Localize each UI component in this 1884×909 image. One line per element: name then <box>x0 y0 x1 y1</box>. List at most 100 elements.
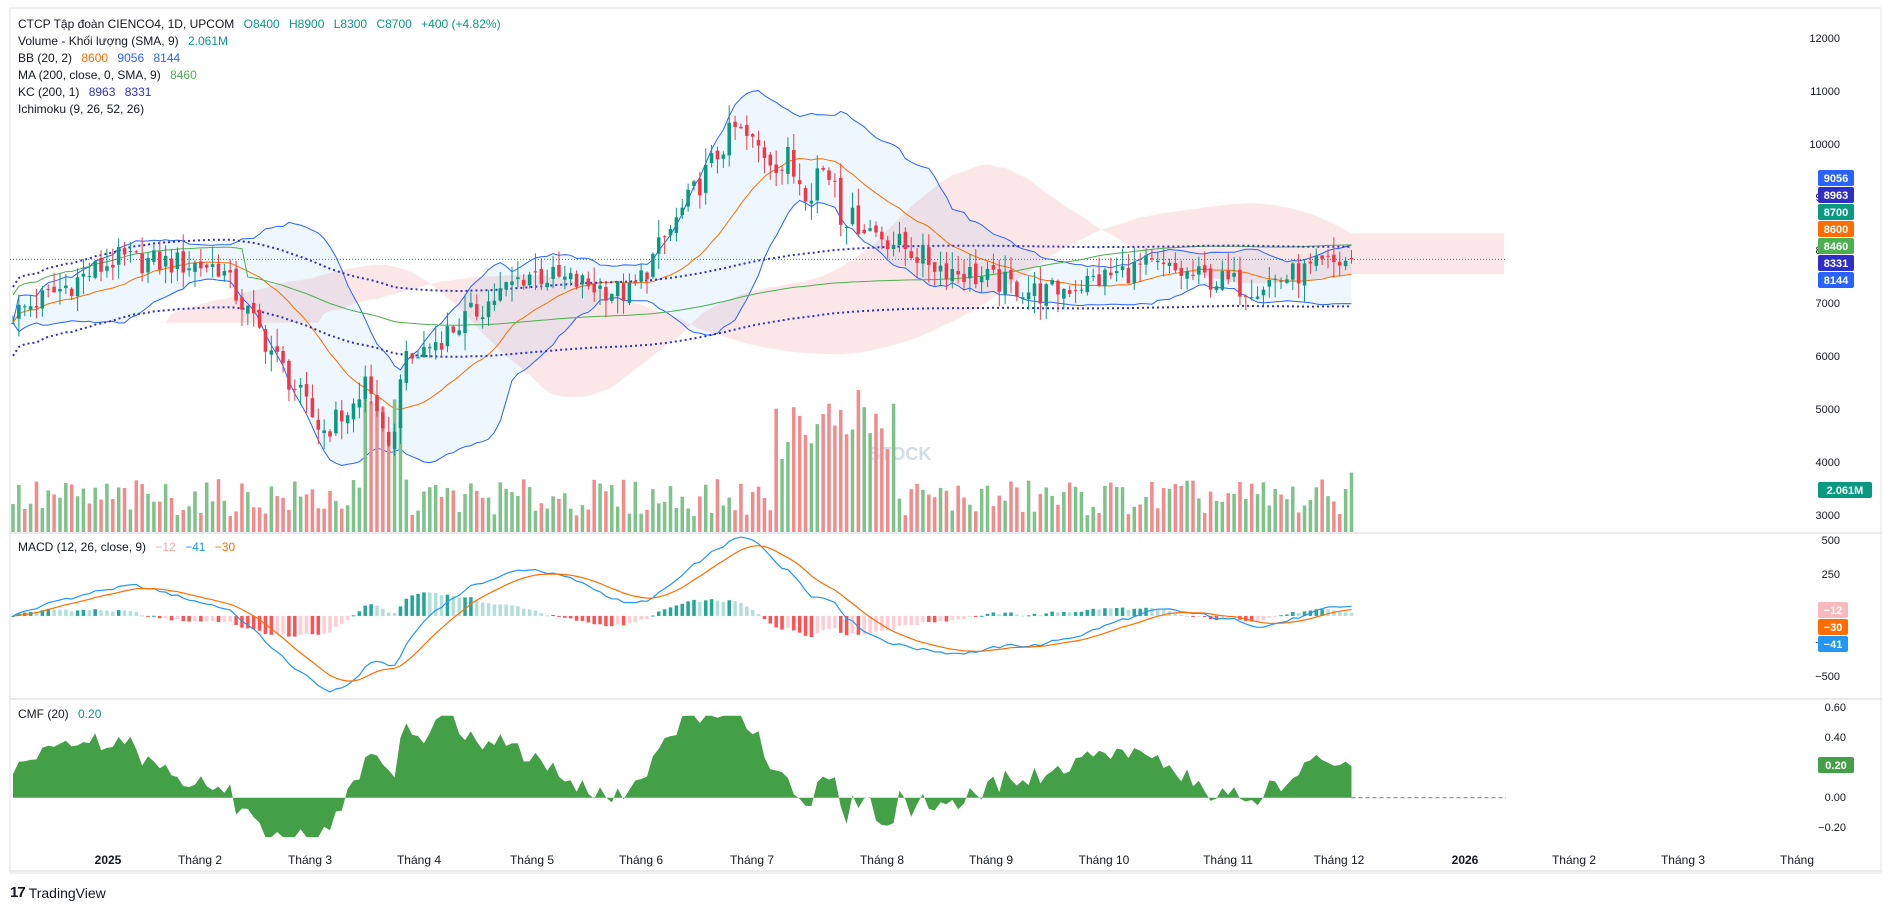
candle-body <box>1132 262 1137 284</box>
x-axis-label: Tháng 12 <box>1314 853 1365 867</box>
volume-bar <box>328 490 332 532</box>
candle-body <box>1232 273 1236 277</box>
cmf-axis-label: −0.20 <box>1818 822 1846 834</box>
volume-bar <box>375 400 379 532</box>
x-axis-label: Tháng 11 <box>1203 853 1253 867</box>
macd-histogram-bar <box>339 615 344 624</box>
candle-body <box>985 268 990 281</box>
volume-bar <box>263 513 268 532</box>
macd-histogram-bar <box>1150 608 1154 616</box>
volume-bar <box>668 486 673 532</box>
macd-histogram-bar <box>422 592 426 616</box>
candle-body <box>563 276 567 280</box>
tradingview-logo[interactable]: 17 TradingView <box>10 884 106 901</box>
volume-bar <box>146 493 150 532</box>
bb-fill <box>13 90 1352 466</box>
macd-histogram-bar <box>962 615 966 620</box>
volume-label[interactable]: Volume - Khối lượng (SMA, 9) <box>18 34 179 48</box>
volume-bar <box>22 508 27 532</box>
volume-legend: Volume - Khối lượng (SMA, 9) 2.061M <box>18 33 234 50</box>
macd-histogram-bar <box>1103 608 1107 616</box>
macd-histogram-bar <box>1109 608 1113 616</box>
price-badge <box>1818 255 1854 271</box>
volume-bar <box>750 492 755 532</box>
volume-bar <box>1285 499 1289 532</box>
macd-histogram-bar <box>1156 608 1160 616</box>
candle-body <box>932 262 937 272</box>
volume-bar <box>486 497 491 532</box>
macd-histogram-bar <box>551 615 555 617</box>
volume-bar <box>715 479 720 532</box>
macd-histogram-bar <box>703 600 708 616</box>
macd-histogram-bar <box>439 595 444 616</box>
ma-label[interactable]: MA (200, close, 0, SMA, 9) <box>18 68 161 82</box>
kc-lower-line <box>12 304 1352 358</box>
candle-body <box>257 309 262 328</box>
macd-label[interactable]: MACD (12, 26, close, 9) <box>18 540 147 554</box>
candle-body <box>968 266 972 279</box>
volume-bar <box>891 403 896 532</box>
volume-bar <box>1208 491 1213 532</box>
candle-body <box>657 237 661 254</box>
change-value: +400 (+4.82%) <box>421 17 501 31</box>
macd-histogram-bar <box>1249 615 1254 622</box>
kc-label[interactable]: KC (200, 1) <box>18 85 80 99</box>
candle-body <box>240 297 244 310</box>
volume-bar <box>903 515 908 532</box>
volume-bar <box>404 479 409 532</box>
candle-body <box>551 266 555 279</box>
candle-body <box>1191 274 1195 276</box>
macd-histogram-bar <box>715 600 720 616</box>
macd-histogram-bar <box>657 611 661 616</box>
symbol-title[interactable]: CTCP Tập đoàn CIENCO4, 1D, UPCOM <box>18 17 235 31</box>
macd-histogram-bar <box>1020 615 1025 617</box>
ichimoku-label[interactable]: Ichimoku (9, 26, 52, 26) <box>18 102 145 116</box>
candle-body <box>169 258 174 273</box>
price-badge <box>1818 187 1854 203</box>
volume-bar <box>850 429 855 532</box>
candle-body <box>146 257 150 273</box>
candle-body <box>375 394 379 412</box>
volume-bar <box>140 484 144 532</box>
macd-histogram-bar <box>52 609 56 616</box>
candle-body <box>181 251 186 273</box>
candle-body <box>709 153 714 164</box>
candle-body <box>228 270 232 273</box>
candle-body <box>1114 271 1119 274</box>
ma-legend: MA (200, close, 0, SMA, 9) 8460 <box>18 67 203 84</box>
volume-bar <box>686 508 690 532</box>
bb-label[interactable]: BB (20, 2) <box>18 51 73 65</box>
candle-body <box>1238 269 1242 297</box>
macd-histogram-bar <box>727 600 731 616</box>
candle-body <box>310 398 315 418</box>
volume-bar <box>521 479 526 532</box>
volume-bar <box>592 479 596 532</box>
candle-body <box>510 281 514 286</box>
candle-body <box>991 265 996 270</box>
volume-bar <box>445 487 450 532</box>
macd-histogram-bar <box>146 615 150 617</box>
price-badge-label: 8600 <box>1824 224 1848 236</box>
macd-histogram-bar <box>234 615 238 625</box>
cmf-label[interactable]: CMF (20) <box>18 707 69 721</box>
volume-bar <box>856 390 861 532</box>
volume-bar <box>1079 491 1084 532</box>
macd-histogram-bar <box>762 615 767 620</box>
volume-bar <box>774 408 778 532</box>
candle-body <box>539 268 544 285</box>
volume-bar <box>105 483 109 532</box>
macd-histogram-bar <box>105 610 109 616</box>
candle-body <box>610 293 614 301</box>
price-badge <box>1818 238 1854 254</box>
candle-body <box>850 207 855 225</box>
candle-body <box>662 236 667 238</box>
candle-body <box>1255 296 1260 299</box>
macd-histogram-bar <box>627 615 632 624</box>
volume-bar <box>1103 485 1107 532</box>
macd-histogram-bar <box>891 615 896 629</box>
volume-bar <box>1343 489 1348 532</box>
macd-histogram-bar <box>780 615 784 630</box>
volume-bar <box>833 425 837 532</box>
macd-histogram-bar <box>586 615 591 623</box>
